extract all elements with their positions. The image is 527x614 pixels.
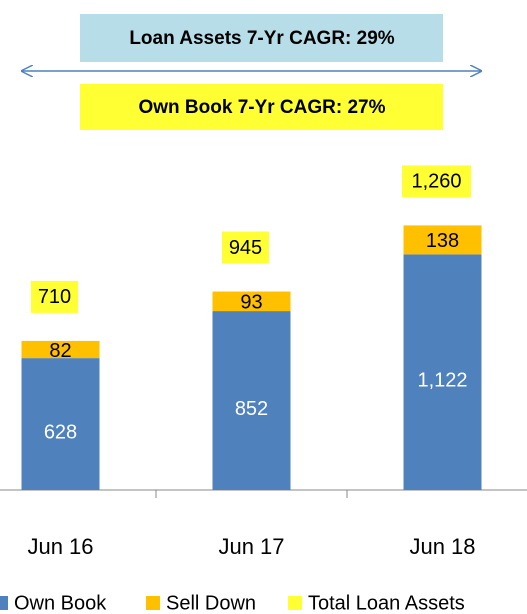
data-label: 93 [240, 292, 262, 314]
bar-segment [403, 254, 482, 490]
data-label: 628 [44, 421, 77, 443]
total-label: 710 [38, 286, 71, 308]
bar-segment [21, 358, 100, 490]
legend-swatch [288, 596, 302, 610]
total-label: 1,260 [411, 171, 461, 193]
bar-segment [403, 225, 482, 255]
legend-label: Total Loan Assets [308, 592, 465, 614]
legend-label: Own Book [14, 592, 107, 614]
bar-segment [212, 311, 291, 490]
total-label-box [222, 231, 269, 264]
data-label: 138 [426, 230, 459, 252]
annotation-box [80, 14, 443, 62]
total-label: 945 [229, 237, 262, 259]
legend-swatch [146, 596, 160, 610]
annotation: Own Book 7-Yr CAGR: 27% [138, 97, 385, 118]
data-label: 852 [235, 398, 268, 420]
total-label-box [402, 165, 471, 198]
x-tick-label: Jun 17 [218, 534, 284, 559]
data-label: 1,122 [417, 369, 467, 391]
legend-swatch [0, 596, 8, 610]
bar-segment [212, 291, 291, 312]
x-tick-label: Jun 18 [409, 534, 475, 559]
annotation: Loan Assets 7-Yr CAGR: 29% [129, 28, 394, 49]
legend-label: Sell Down [166, 592, 256, 614]
data-label: 82 [49, 340, 71, 362]
total-label-box [31, 280, 78, 313]
x-tick-label: Jun 16 [27, 534, 93, 559]
bar-segment [21, 340, 100, 359]
annotation-box [80, 84, 443, 130]
